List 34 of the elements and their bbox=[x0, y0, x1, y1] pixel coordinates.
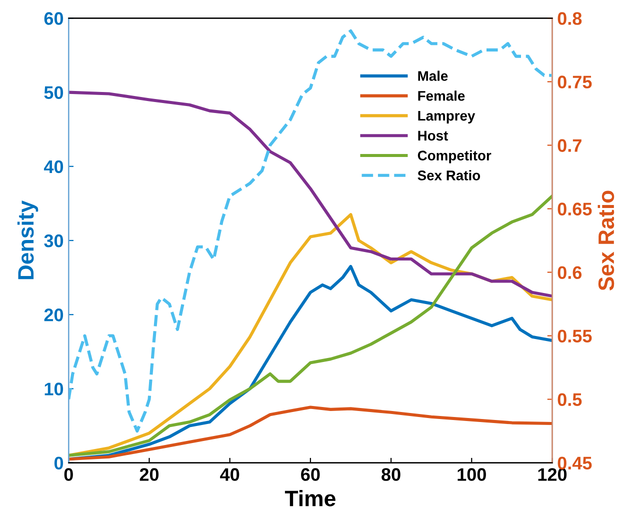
line-series bbox=[68, 29, 552, 433]
x-tick-label: 0 bbox=[64, 468, 73, 481]
x-tick-label: 100 bbox=[458, 468, 486, 481]
legend-label: Female bbox=[418, 90, 465, 101]
legend-label: Lamprey bbox=[418, 111, 476, 124]
y2-tick-label: 0.65 bbox=[558, 202, 592, 216]
y2-tick-label: 0.8 bbox=[558, 12, 582, 25]
legend-label: Male bbox=[418, 70, 448, 81]
line-series bbox=[68, 90, 552, 298]
legend-label: Sex Ratio bbox=[418, 170, 480, 180]
y2-tick-label: 0.6 bbox=[558, 266, 582, 279]
y-tick-label: 60 bbox=[44, 12, 64, 25]
x-tick-label: 80 bbox=[382, 468, 400, 481]
y2-tick-label: 0.55 bbox=[558, 330, 592, 342]
x-tick-label: 40 bbox=[220, 468, 240, 481]
y-tick-label: 20 bbox=[44, 308, 64, 322]
y2-tick-label: 0.5 bbox=[558, 393, 582, 406]
legend-label: Competitor bbox=[418, 150, 492, 164]
y2-tick-label: 0.45 bbox=[558, 456, 592, 470]
y-tick-label: 40 bbox=[44, 160, 64, 174]
legend-label: Host bbox=[418, 130, 448, 141]
y-tick-label: 10 bbox=[44, 382, 64, 396]
line-series bbox=[68, 406, 552, 461]
y-tick-label: 50 bbox=[44, 86, 64, 100]
x-tick-label: 20 bbox=[140, 468, 159, 481]
y2-axis-title: Sex Ratio bbox=[598, 190, 614, 290]
x-tick-label: 60 bbox=[301, 468, 320, 481]
y-axis-title: Density bbox=[17, 200, 38, 280]
y2-tick-label: 0.75 bbox=[558, 76, 592, 88]
y-tick-label: 0 bbox=[54, 456, 64, 470]
x-tick-label: 120 bbox=[538, 468, 567, 481]
y2-tick-label: 0.7 bbox=[558, 139, 582, 152]
x-axis-title: Time bbox=[284, 490, 336, 506]
y-tick-label: 30 bbox=[44, 234, 64, 248]
